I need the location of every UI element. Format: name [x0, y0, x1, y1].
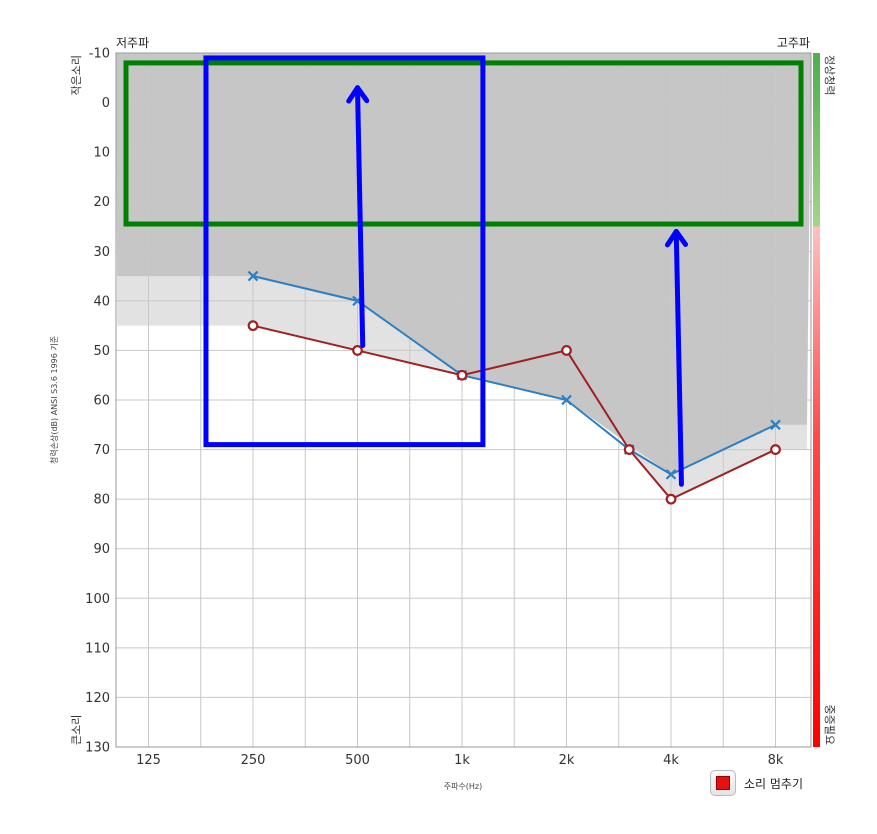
- point-o-marker: [456, 369, 468, 381]
- plot-frame: [115, 52, 812, 748]
- y-tick-label: 120: [85, 691, 110, 706]
- scale-label-severe: 중증필요: [823, 705, 836, 745]
- point-o-marker: [665, 493, 677, 505]
- x-tick-label: 250: [241, 753, 266, 768]
- point-o-marker: [770, 444, 781, 455]
- y-tick-label: 80: [93, 493, 110, 508]
- stop-sound-label: 소리 멈추기: [744, 776, 804, 791]
- corner-label-low-freq: 저주파: [116, 36, 149, 50]
- y-tick-label: 70: [93, 443, 110, 458]
- point-o-marker: [623, 444, 635, 455]
- y-side-label-soft: 작은소리: [70, 55, 83, 95]
- point-x-marker: [561, 394, 572, 406]
- stop-icon[interactable]: [710, 770, 736, 796]
- scale-label-normal: 정상청력: [823, 55, 836, 95]
- x-tick-label: 1k: [454, 753, 470, 768]
- y-tick-label: 30: [93, 245, 110, 260]
- y-axis-title: 청력손상(dB) ANSI S3.6 1996 기준: [49, 336, 59, 464]
- blue-arrow-1: [664, 228, 689, 487]
- point-x-marker: [770, 419, 781, 431]
- y-tick-label: 0: [102, 96, 110, 111]
- stop-sound-button[interactable]: 소리 멈추기: [710, 768, 803, 798]
- y-tick-label: -10: [89, 47, 110, 62]
- y-tick-label: 40: [93, 294, 110, 309]
- blue-arrow-0: [346, 85, 370, 348]
- point-x-marker: [247, 270, 259, 282]
- x-tick-label: 500: [345, 753, 370, 768]
- y-tick-label: 90: [93, 542, 110, 557]
- green-highlight-box: [123, 60, 804, 227]
- point-o-marker: [352, 345, 363, 356]
- severity-scale-bar: [813, 53, 820, 747]
- point-x-marker: [665, 469, 677, 480]
- blue-highlight-box: [203, 55, 486, 448]
- y-tick-label: 60: [93, 394, 110, 409]
- x-tick-label: 2k: [559, 753, 575, 768]
- y-tick-label: 100: [85, 592, 110, 607]
- y-tick-label: 50: [93, 344, 110, 359]
- point-o-marker: [247, 320, 259, 332]
- x-axis-title: 주파수(Hz): [444, 782, 483, 791]
- y-tick-label: 130: [85, 741, 110, 756]
- corner-label-high-freq: 고주파: [777, 36, 810, 50]
- point-o-marker: [561, 345, 572, 356]
- x-tick-label: 125: [136, 753, 161, 768]
- shaded-region-dark: [116, 53, 811, 475]
- y-tick-label: 20: [93, 195, 110, 210]
- y-tick-label: 110: [85, 641, 110, 656]
- x-tick-label: 4k: [663, 753, 679, 768]
- x-tick-label: 8k: [768, 753, 784, 768]
- y-tick-label: 10: [93, 146, 110, 161]
- y-side-label-loud: 큰소리: [70, 715, 83, 745]
